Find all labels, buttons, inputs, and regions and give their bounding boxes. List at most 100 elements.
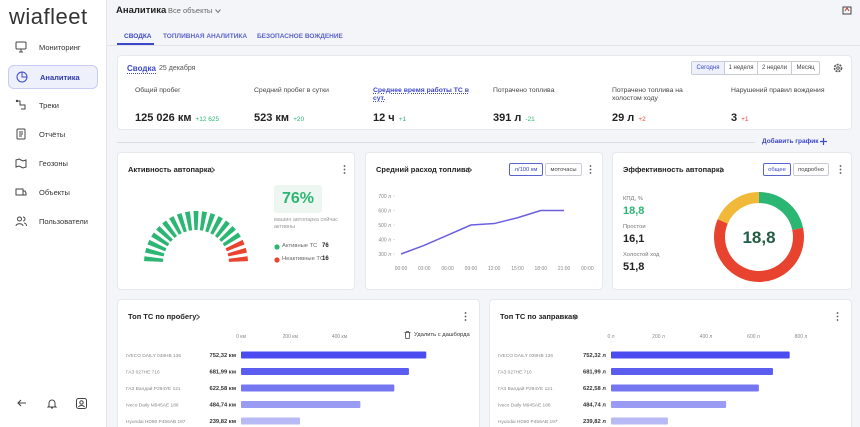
nav-label: Аналитика [40, 73, 80, 82]
summary-title[interactable]: Сводка [127, 64, 156, 74]
chevron [574, 314, 579, 320]
nav-label: Мониторинг [39, 43, 81, 52]
icon-shape [196, 314, 201, 320]
bar [611, 368, 773, 375]
icon-shape [46, 399, 58, 408]
gauge-segment [185, 211, 193, 231]
mode-toggle-label: общее [768, 167, 786, 173]
more-menu[interactable] [836, 312, 839, 321]
icon-shape [589, 165, 592, 167]
trash-icon[interactable] [404, 331, 411, 339]
donut-slice [714, 219, 804, 282]
x-tick-label: 03:00 [418, 266, 431, 272]
icon-shape [574, 314, 579, 320]
object-filter[interactable]: Все объекты [168, 6, 213, 15]
section-divider [117, 142, 755, 143]
remove-from-dashboard[interactable]: Удалить с дашборда [414, 332, 470, 338]
unit-toggle[interactable]: л/100 км [509, 163, 543, 176]
fuel-card: Средний расход топлива л/100 км моточасы 70… [365, 152, 603, 290]
tab[interactable]: ТОПЛИВНАЯ АНАЛИТИКА [163, 33, 248, 40]
legend-value: 76 [322, 243, 329, 249]
nav-icon [16, 128, 26, 140]
value-label: 484,74 км [209, 403, 236, 409]
summary-date: 25 декабря [159, 65, 196, 72]
period-button[interactable]: Сегодня [691, 61, 725, 75]
icon-shape [343, 165, 346, 167]
tab[interactable]: СВОДКА [124, 33, 152, 40]
more-menu[interactable] [589, 165, 592, 174]
x-tick-label: 18:00 [535, 266, 548, 272]
metric-label: Холостой ход [623, 252, 660, 258]
line-chart: 700 л 600 л 500 л 400 л 300 л 00:00 03:00 06:00… [378, 194, 594, 272]
icon-shape [15, 188, 24, 196]
nav-item[interactable]: Отчёты [8, 123, 98, 147]
mode-toggle-label: подробно [798, 167, 824, 173]
metric-label: Простои [623, 224, 646, 230]
top-mileage-card: Топ ТС по пробегу 0 км 200 км 400 км IVECO D… [117, 299, 480, 427]
icon-shape [836, 315, 839, 318]
icon-shape [404, 331, 411, 339]
bar [241, 384, 395, 392]
x-tick-label: 09:00 [465, 266, 478, 272]
more-menu[interactable] [839, 165, 842, 174]
x-tick-label: 400 л [700, 334, 713, 340]
nav-item[interactable]: Геозоны [8, 152, 98, 176]
icon-shape [720, 167, 725, 173]
icon-shape [343, 172, 346, 174]
nav-item[interactable]: Мониторинг [8, 36, 98, 60]
more-menu[interactable] [343, 165, 346, 174]
chevron [215, 9, 221, 14]
add-chart-plus[interactable] [820, 138, 827, 145]
icon-shape [839, 168, 842, 171]
bar [241, 401, 361, 408]
fuel-line [400, 209, 565, 255]
export-button[interactable] [842, 4, 852, 15]
mode-toggle[interactable]: подробно [793, 163, 829, 176]
gauge-segment [162, 220, 177, 238]
period-label: 2 недели [761, 65, 787, 71]
vehicle-name: ГАЗ 027HE 716 [126, 370, 160, 376]
period-label: Месяц [796, 65, 815, 71]
period-button[interactable]: 2 недели [757, 61, 792, 75]
nav-item[interactable]: Пользователи [8, 210, 98, 234]
metric-value: 16,1 [623, 233, 645, 245]
metric-value: 18,8 [623, 205, 645, 217]
icon-shape [78, 405, 85, 408]
y-tick-label: 300 л [378, 252, 391, 258]
icon-shape [17, 399, 26, 407]
gauge-segment [193, 211, 199, 231]
x-tick-label: 800 л [795, 334, 808, 340]
tab[interactable]: БЕЗОПАСНОЕ ВОЖДЕНИЕ [257, 33, 343, 40]
metric-value: 51,8 [623, 261, 645, 273]
profile-button[interactable] [76, 398, 87, 409]
kpi-label[interactable]: Среднее время работы ТС в сут. [373, 87, 469, 102]
settings-button[interactable] [833, 63, 843, 73]
period-button[interactable]: Месяц [791, 61, 820, 75]
x-tick-label: 0 л [607, 334, 614, 340]
more-menu[interactable] [464, 312, 467, 321]
kpi-value: 125 026 км [135, 112, 192, 124]
tab-underline [117, 43, 154, 45]
add-chart-button[interactable]: Добавить график [762, 138, 819, 145]
icon-shape [15, 216, 27, 227]
icon-shape [842, 6, 852, 15]
icon-shape [589, 168, 592, 171]
x-tick-label: 00:00 [581, 266, 594, 272]
kpi-delta: -21 [525, 116, 535, 123]
icon-shape [23, 190, 27, 196]
mode-toggle[interactable]: общее [763, 163, 791, 176]
legend-name: Активные ТС [282, 243, 318, 249]
icon-shape [19, 131, 23, 137]
nav-item[interactable]: Объекты [8, 181, 98, 205]
unit-toggle[interactable]: моточасы [545, 163, 582, 176]
nav-item[interactable]: Треки [8, 94, 98, 118]
collapse-button[interactable] [17, 399, 27, 407]
notifications-button[interactable] [46, 398, 58, 409]
icon-shape [844, 7, 850, 12]
period-button[interactable]: 1 неделя [724, 61, 758, 75]
vehicle-name: Iveco Daily M945AE 186 [126, 403, 179, 409]
chevron [720, 167, 725, 173]
nav-item[interactable]: Аналитика [8, 65, 98, 89]
icon-shape [211, 167, 216, 173]
active-percent: 76% [281, 190, 315, 207]
